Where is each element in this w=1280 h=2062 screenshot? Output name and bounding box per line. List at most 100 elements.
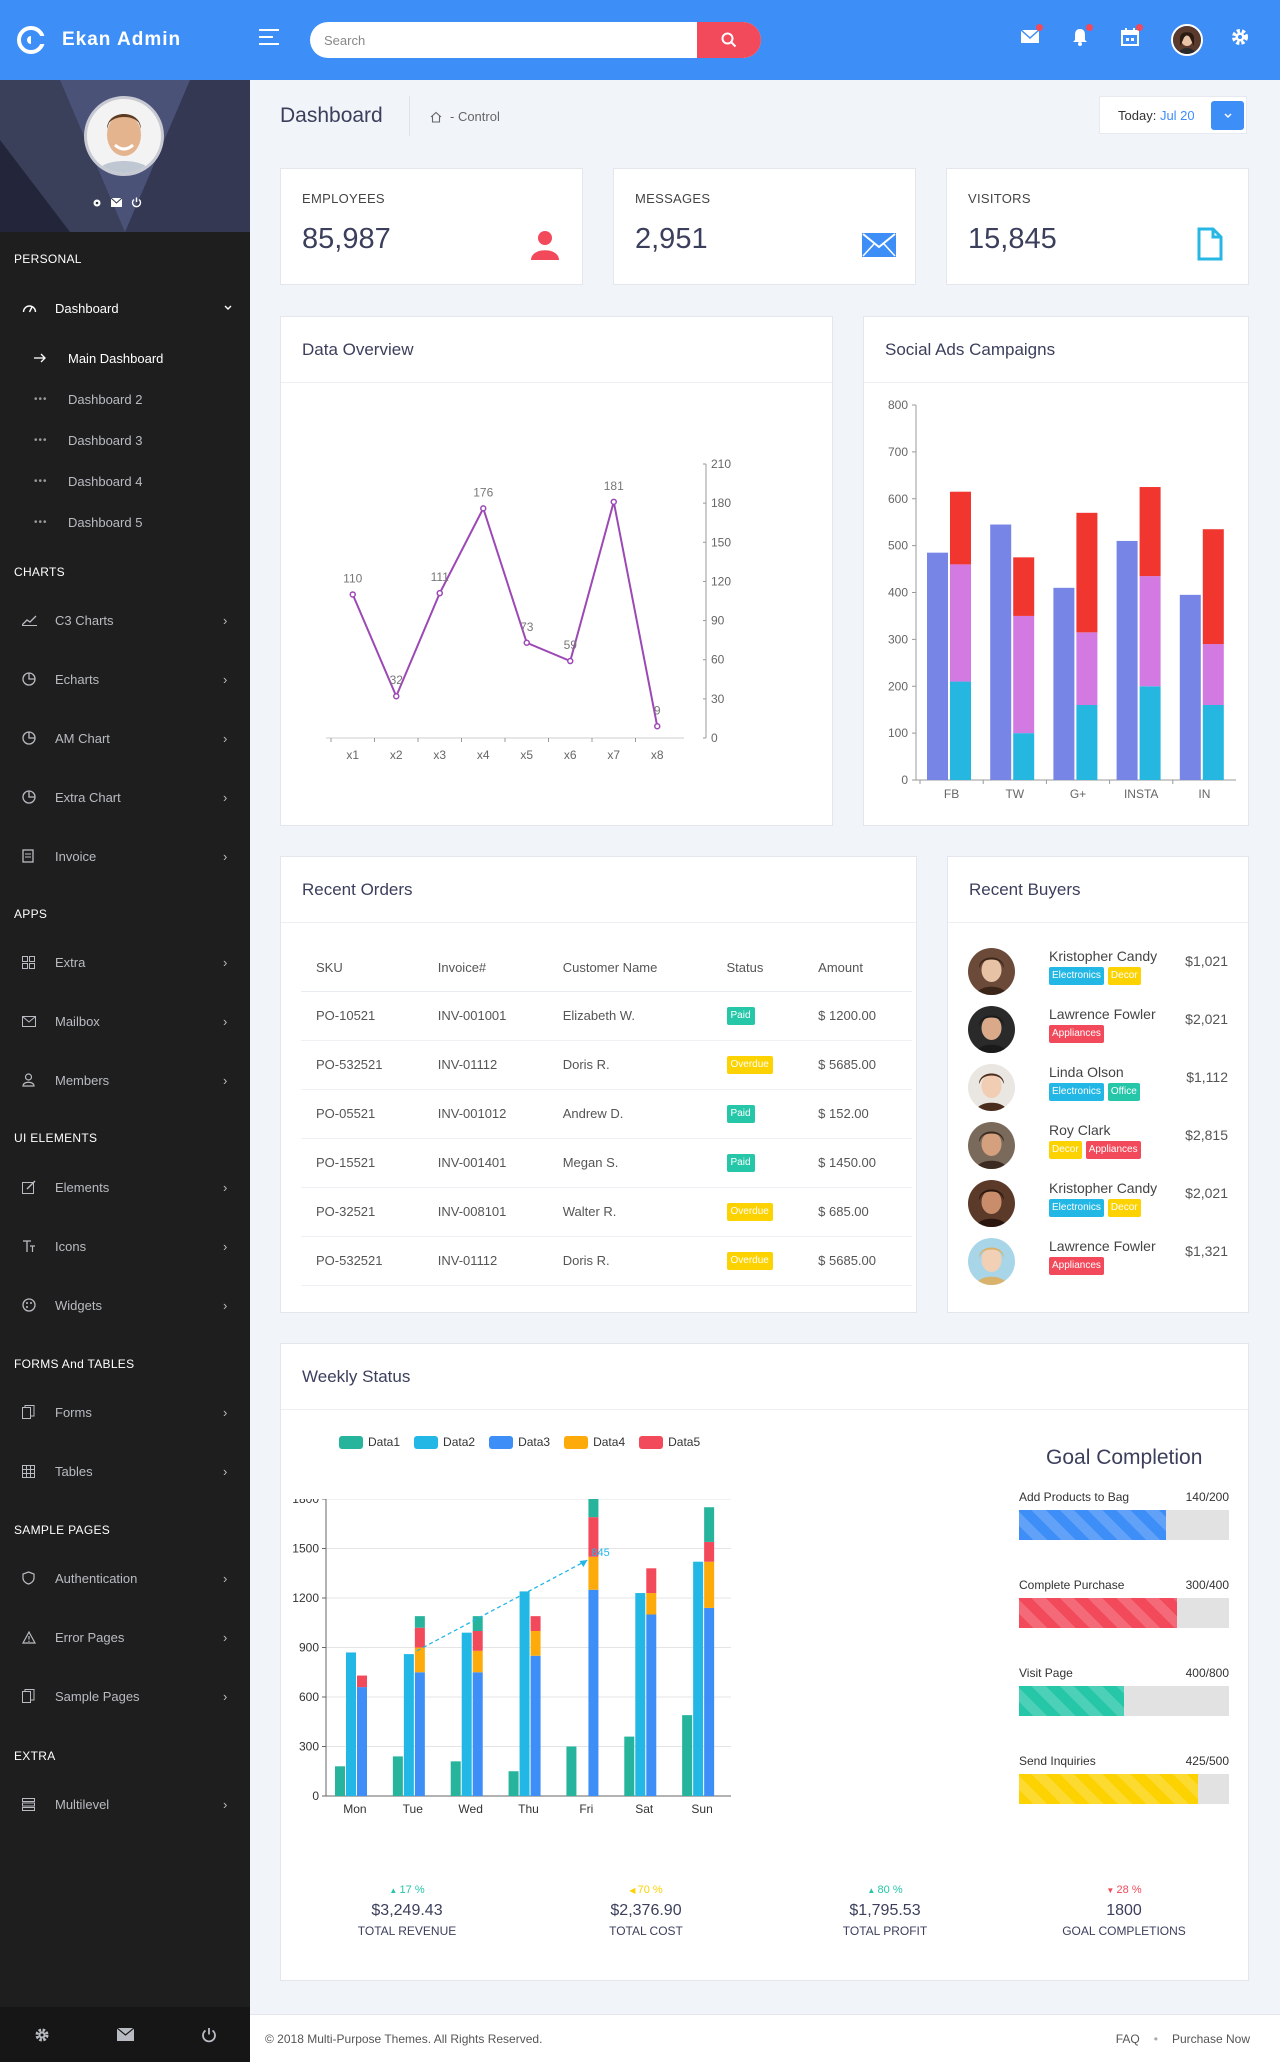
legend-item[interactable]: Data4	[564, 1435, 625, 1449]
bar-segment[interactable]	[693, 1561, 704, 1796]
table-row[interactable]: PO-532521 INV-01112 Doris R. Overdue $ 5685.…	[301, 1236, 912, 1286]
user-settings-icon[interactable]	[92, 198, 102, 208]
legend-item[interactable]: Data2	[414, 1435, 475, 1449]
sidebar-sub-dashboard-2[interactable]: ••• Dashboard 2	[0, 389, 250, 409]
bar-segment[interactable]	[1076, 632, 1098, 705]
bar-segment[interactable]	[335, 1766, 345, 1796]
home-icon[interactable]	[430, 111, 442, 123]
col-invoice[interactable]: Invoice#	[422, 945, 548, 992]
sidebar-item-authentication[interactable]: Authentication ›	[0, 1568, 250, 1588]
bar-segment[interactable]	[450, 1761, 461, 1796]
header-user-avatar[interactable]	[1171, 24, 1203, 56]
data-point[interactable]	[523, 639, 530, 647]
sidebar-item-mailbox[interactable]: Mailbox ›	[0, 1011, 250, 1031]
list-item[interactable]: Linda Olson Electronics Office $1,112	[968, 1061, 1228, 1119]
bar-segment[interactable]	[646, 1614, 657, 1797]
sidebar-item-elements[interactable]: Elements ›	[0, 1177, 250, 1197]
bar-segment[interactable]	[588, 1499, 599, 1518]
sidebar-item-echarts[interactable]: Echarts ›	[0, 669, 250, 689]
purchase-now-link[interactable]: Purchase Now	[1171, 2032, 1250, 2046]
bar-segment[interactable]	[472, 1616, 483, 1631]
bar-segment[interactable]	[346, 1652, 356, 1796]
sidebar-item-members[interactable]: Members ›	[0, 1070, 250, 1090]
bar-segment[interactable]	[472, 1631, 483, 1651]
col-customer[interactable]: Customer Name	[547, 945, 712, 992]
sidebar-item-forms[interactable]: Forms ›	[0, 1402, 250, 1422]
bar-segment[interactable]	[950, 491, 971, 565]
bell-icon[interactable]	[1070, 24, 1093, 47]
list-item[interactable]: Lawrence Fowler Appliances $2,021	[968, 1003, 1228, 1061]
data-point[interactable]	[480, 505, 487, 512]
bar-segment[interactable]	[704, 1607, 715, 1796]
search-input[interactable]	[310, 22, 695, 58]
sidebar-item-widgets[interactable]: Widgets ›	[0, 1295, 250, 1315]
bar-segment[interactable]	[635, 1593, 646, 1796]
sidebar-sub-dashboard-5[interactable]: ••• Dashboard 5	[0, 512, 250, 532]
bar-segment[interactable]	[950, 564, 971, 682]
list-item[interactable]: Lawrence Fowler Appliances $1,321	[968, 1235, 1228, 1293]
bar-segment[interactable]	[588, 1589, 599, 1796]
list-item[interactable]: Roy Clark Decor Appliances $2,815	[968, 1119, 1228, 1177]
sidebar-item-extra-chart[interactable]: Extra Chart ›	[0, 787, 250, 807]
bar-segment[interactable]	[392, 1756, 403, 1796]
col-sku[interactable]: SKU	[301, 945, 423, 992]
table-row[interactable]: PO-10521 INV-001001 Elizabeth W. Paid $ 1200…	[301, 991, 912, 1041]
col-amount[interactable]: Amount	[803, 945, 912, 992]
bar-segment[interactable]	[472, 1672, 483, 1796]
bar-segment[interactable]	[950, 681, 971, 780]
sidebar-item-sample-pages[interactable]: Sample Pages ›	[0, 1686, 250, 1706]
bar-segment[interactable]	[704, 1507, 715, 1542]
faq-link[interactable]: FAQ	[1115, 2032, 1140, 2046]
table-row[interactable]: PO-15521 INV-001401 Megan S. Paid $ 1450.00	[301, 1138, 912, 1188]
bar-segment[interactable]	[414, 1647, 425, 1673]
bar-segment[interactable]	[414, 1672, 425, 1796]
bar-segment[interactable]	[990, 524, 1012, 780]
data-point[interactable]	[436, 589, 443, 597]
sidebar-item-invoice[interactable]: Invoice ›	[0, 846, 250, 866]
sidebar-item-error-pages[interactable]: Error Pages ›	[0, 1627, 250, 1647]
data-point[interactable]	[610, 498, 617, 506]
bar-segment[interactable]	[530, 1655, 541, 1796]
mail-icon[interactable]	[1020, 24, 1043, 45]
table-row[interactable]: PO-532521 INV-01112 Doris R. Overdue $ 5685.…	[301, 1040, 912, 1090]
bar-segment[interactable]	[357, 1687, 367, 1796]
bar-segment[interactable]	[646, 1568, 657, 1594]
date-dropdown-button[interactable]	[1211, 101, 1244, 130]
bar-segment[interactable]	[588, 1556, 599, 1590]
sidebar-sub-main-dashboard[interactable]: Main Dashboard	[0, 348, 250, 368]
search-button[interactable]	[697, 22, 761, 58]
list-item[interactable]: Kristopher Candy Electronics Decor $2,021	[968, 1177, 1228, 1235]
bar-segment[interactable]	[682, 1715, 693, 1796]
bar-segment[interactable]	[1139, 686, 1161, 780]
table-row[interactable]: PO-32521 INV-008101 Walter R. Overdue $ 685.…	[301, 1187, 912, 1237]
user-power-icon[interactable]	[131, 197, 142, 208]
bar-segment[interactable]	[624, 1736, 635, 1796]
bar-segment[interactable]	[414, 1616, 425, 1628]
settings-gear-icon[interactable]	[34, 2027, 50, 2043]
bar-segment[interactable]	[646, 1593, 657, 1615]
legend-item[interactable]: Data5	[639, 1435, 700, 1449]
bar-segment[interactable]	[1202, 705, 1224, 780]
data-point[interactable]	[567, 657, 574, 665]
sidebar-item-am-chart[interactable]: AM Chart ›	[0, 728, 250, 748]
envelope-icon[interactable]	[116, 2028, 134, 2041]
sidebar-item-tables[interactable]: Tables ›	[0, 1461, 250, 1481]
sidebar-toggle-icon[interactable]	[259, 27, 281, 47]
bar-segment[interactable]	[1202, 529, 1224, 645]
user-mail-icon[interactable]	[111, 198, 122, 207]
sidebar-item-dashboard[interactable]: Dashboard	[0, 298, 250, 318]
sidebar-sub-dashboard-4[interactable]: ••• Dashboard 4	[0, 471, 250, 491]
calendar-icon[interactable]	[1120, 24, 1143, 47]
user-avatar[interactable]	[84, 96, 164, 176]
sidebar-item-icons[interactable]: Icons ›	[0, 1236, 250, 1256]
legend-item[interactable]: Data3	[489, 1435, 550, 1449]
bar-segment[interactable]	[927, 552, 948, 780]
bar-segment[interactable]	[1013, 615, 1035, 734]
sidebar-item-multilevel[interactable]: Multilevel ›	[0, 1794, 250, 1814]
bar-segment[interactable]	[566, 1746, 577, 1797]
bar-segment[interactable]	[1076, 512, 1098, 633]
legend-item[interactable]: Data1	[339, 1435, 400, 1449]
bar-segment[interactable]	[704, 1541, 715, 1562]
data-point[interactable]	[654, 723, 661, 730]
bar-segment[interactable]	[1013, 733, 1035, 780]
